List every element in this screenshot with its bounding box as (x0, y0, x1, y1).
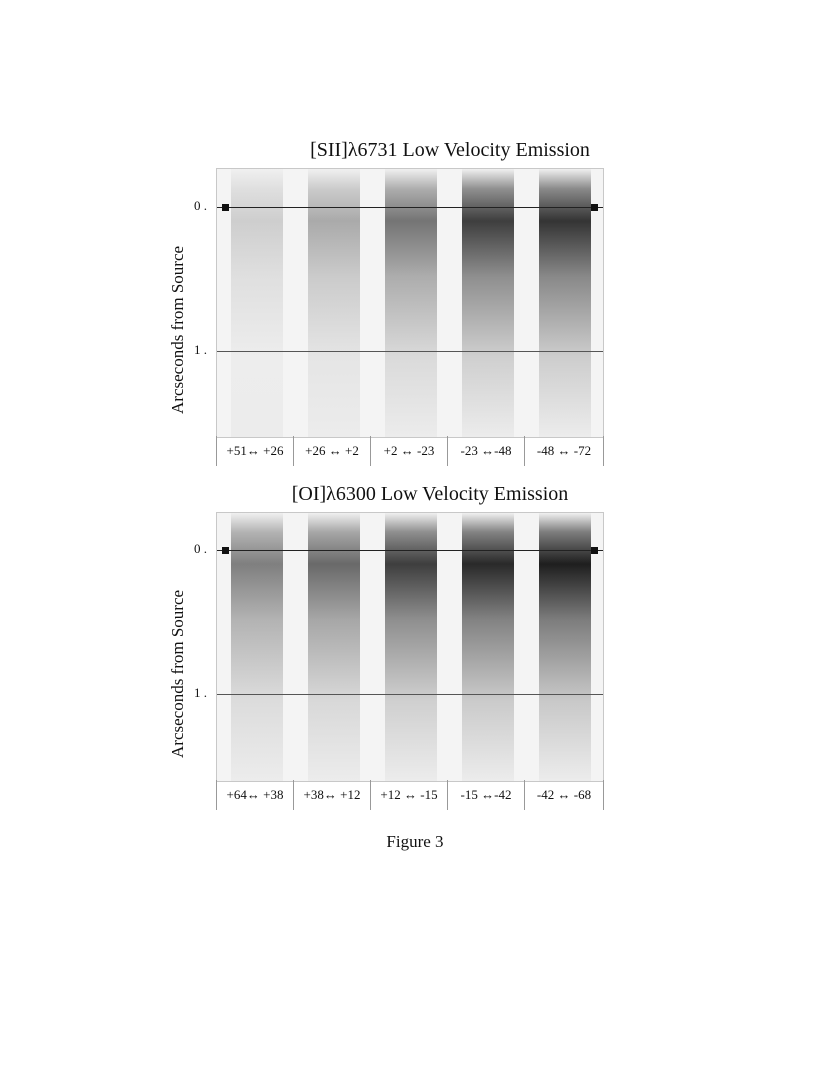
panel-oi: [OI]λ6300 Low Velocity Emission Arcsecon… (160, 482, 620, 812)
velocity-bin: +38↔ +12 (294, 780, 371, 810)
velocity-bin: +51↔ +26 (217, 436, 294, 466)
emission-strip (231, 513, 283, 781)
velocity-bin: -23 ↔-48 (448, 436, 525, 466)
figure-caption: Figure 3 (386, 832, 444, 851)
emission-strip (385, 513, 437, 781)
panel-title: [OI]λ6300 Low Velocity Emission (291, 483, 569, 505)
tick-label-one: 1 . (194, 342, 207, 357)
panel-sii: [SII]λ6731 Low Velocity Emission Arcseco… (160, 138, 620, 468)
emission-strip (308, 513, 360, 781)
panel-title: [SII]λ6731 Low Velocity Emission (310, 139, 590, 161)
source-line (217, 207, 603, 208)
one-arcsec-line (217, 351, 603, 352)
source-marker-left (222, 547, 229, 554)
y-axis-label: Arcseconds from Source (168, 589, 187, 758)
emission-strip (385, 169, 437, 437)
velocity-bin: +26 ↔ +2 (294, 436, 371, 466)
emission-map (216, 168, 604, 438)
emission-strip (231, 169, 283, 437)
velocity-bin: +2 ↔ -23 (371, 436, 448, 466)
tick-label-zero: 0 . (194, 541, 207, 556)
velocity-bin: +64↔ +38 (217, 780, 294, 810)
emission-strip (462, 513, 514, 781)
emission-map (216, 512, 604, 782)
emission-strip (308, 169, 360, 437)
source-marker-right (591, 204, 598, 211)
tick-label-one: 1 . (194, 685, 207, 700)
source-line (217, 550, 603, 551)
velocity-bin: -15 ↔-42 (448, 780, 525, 810)
velocity-bin: -48 ↔ -72 (536, 443, 592, 458)
tick-label-zero: 0 . (194, 198, 207, 213)
velocity-bins: +64↔ +38 +38↔ +12 +12 ↔ -15 -15 ↔-42 -42… (216, 780, 604, 810)
emission-strip (539, 513, 591, 781)
velocity-bins: +51↔ +26 +26 ↔ +2 +2 ↔ -23 -23 ↔-48 -48 … (216, 436, 604, 466)
source-marker-left (222, 204, 229, 211)
velocity-bin: -42 ↔ -68 (536, 787, 592, 802)
emission-strip (462, 169, 514, 437)
y-axis-label: Arcseconds from Source (168, 245, 187, 414)
source-marker-right (591, 547, 598, 554)
one-arcsec-line (217, 694, 603, 695)
velocity-bin: +12 ↔ -15 (371, 780, 448, 810)
emission-strip (539, 169, 591, 437)
